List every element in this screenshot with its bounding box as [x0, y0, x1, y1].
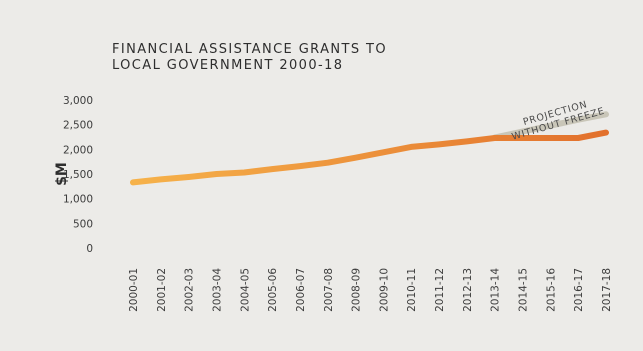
x-tick-label: 2003-04 — [211, 268, 223, 312]
y-tick-label: 0 — [86, 243, 93, 255]
x-tick-label: 2011-12 — [434, 268, 446, 312]
x-tick-label: 2013-14 — [490, 268, 502, 312]
y-tick-label: 500 — [73, 218, 93, 230]
x-tick-label: 2002-03 — [184, 268, 196, 312]
x-tick-label: 2010-11 — [406, 268, 418, 312]
y-axis-label: $M — [54, 162, 70, 186]
x-tick-label: 2014-15 — [518, 268, 530, 312]
y-tick-label: 1,500 — [63, 169, 93, 181]
x-tick-label: 2005-06 — [267, 268, 279, 312]
grants-series-line — [130, 129, 609, 186]
chart-title-line-1: FINANCIAL ASSISTANCE GRANTS TO — [112, 42, 387, 57]
x-tick-label: 2006-07 — [295, 268, 307, 312]
x-tick-label: 2009-10 — [378, 268, 390, 312]
x-tick-label: 2017-18 — [601, 268, 613, 312]
x-tick-label: 2012-13 — [462, 268, 474, 312]
y-tick-label: 2,500 — [63, 120, 93, 132]
x-tick-label: 2015-16 — [545, 268, 557, 312]
x-tick-label: 2016-17 — [573, 268, 585, 312]
x-tick-label: 2004-05 — [239, 268, 251, 312]
chart-title-line-2: LOCAL GOVERNMENT 2000-18 — [112, 58, 344, 73]
x-tick-label: 2008-09 — [351, 268, 363, 312]
projection-series-line — [491, 111, 609, 141]
x-tick-label: 2000-01 — [128, 268, 140, 312]
y-tick-label: 2,000 — [63, 144, 93, 156]
y-tick-label: 3,000 — [63, 95, 93, 107]
x-tick-label: 2007-08 — [323, 268, 335, 312]
y-tick-label: 1,000 — [63, 194, 93, 206]
chart-title: FINANCIAL ASSISTANCE GRANTS TO LOCAL GOV… — [112, 42, 432, 74]
x-tick-label: 2001-02 — [156, 268, 168, 312]
